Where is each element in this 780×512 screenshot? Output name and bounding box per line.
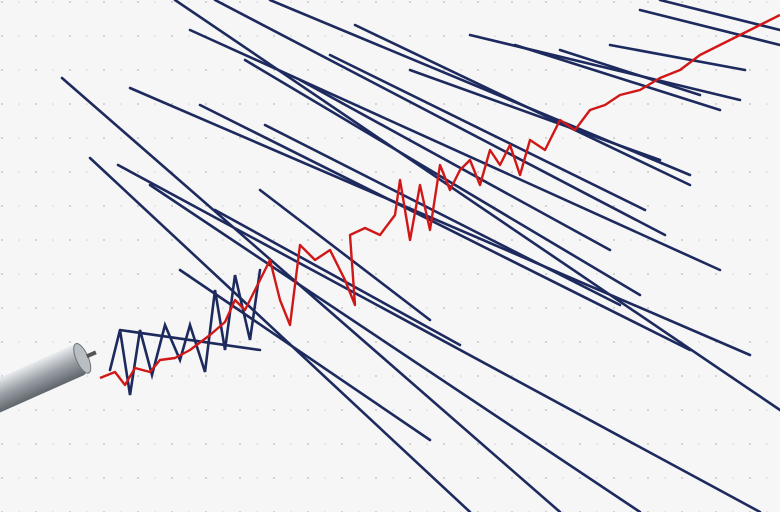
blue-traces — [60, 0, 780, 512]
red-trace — [99, 13, 780, 387]
pen — [0, 343, 97, 420]
